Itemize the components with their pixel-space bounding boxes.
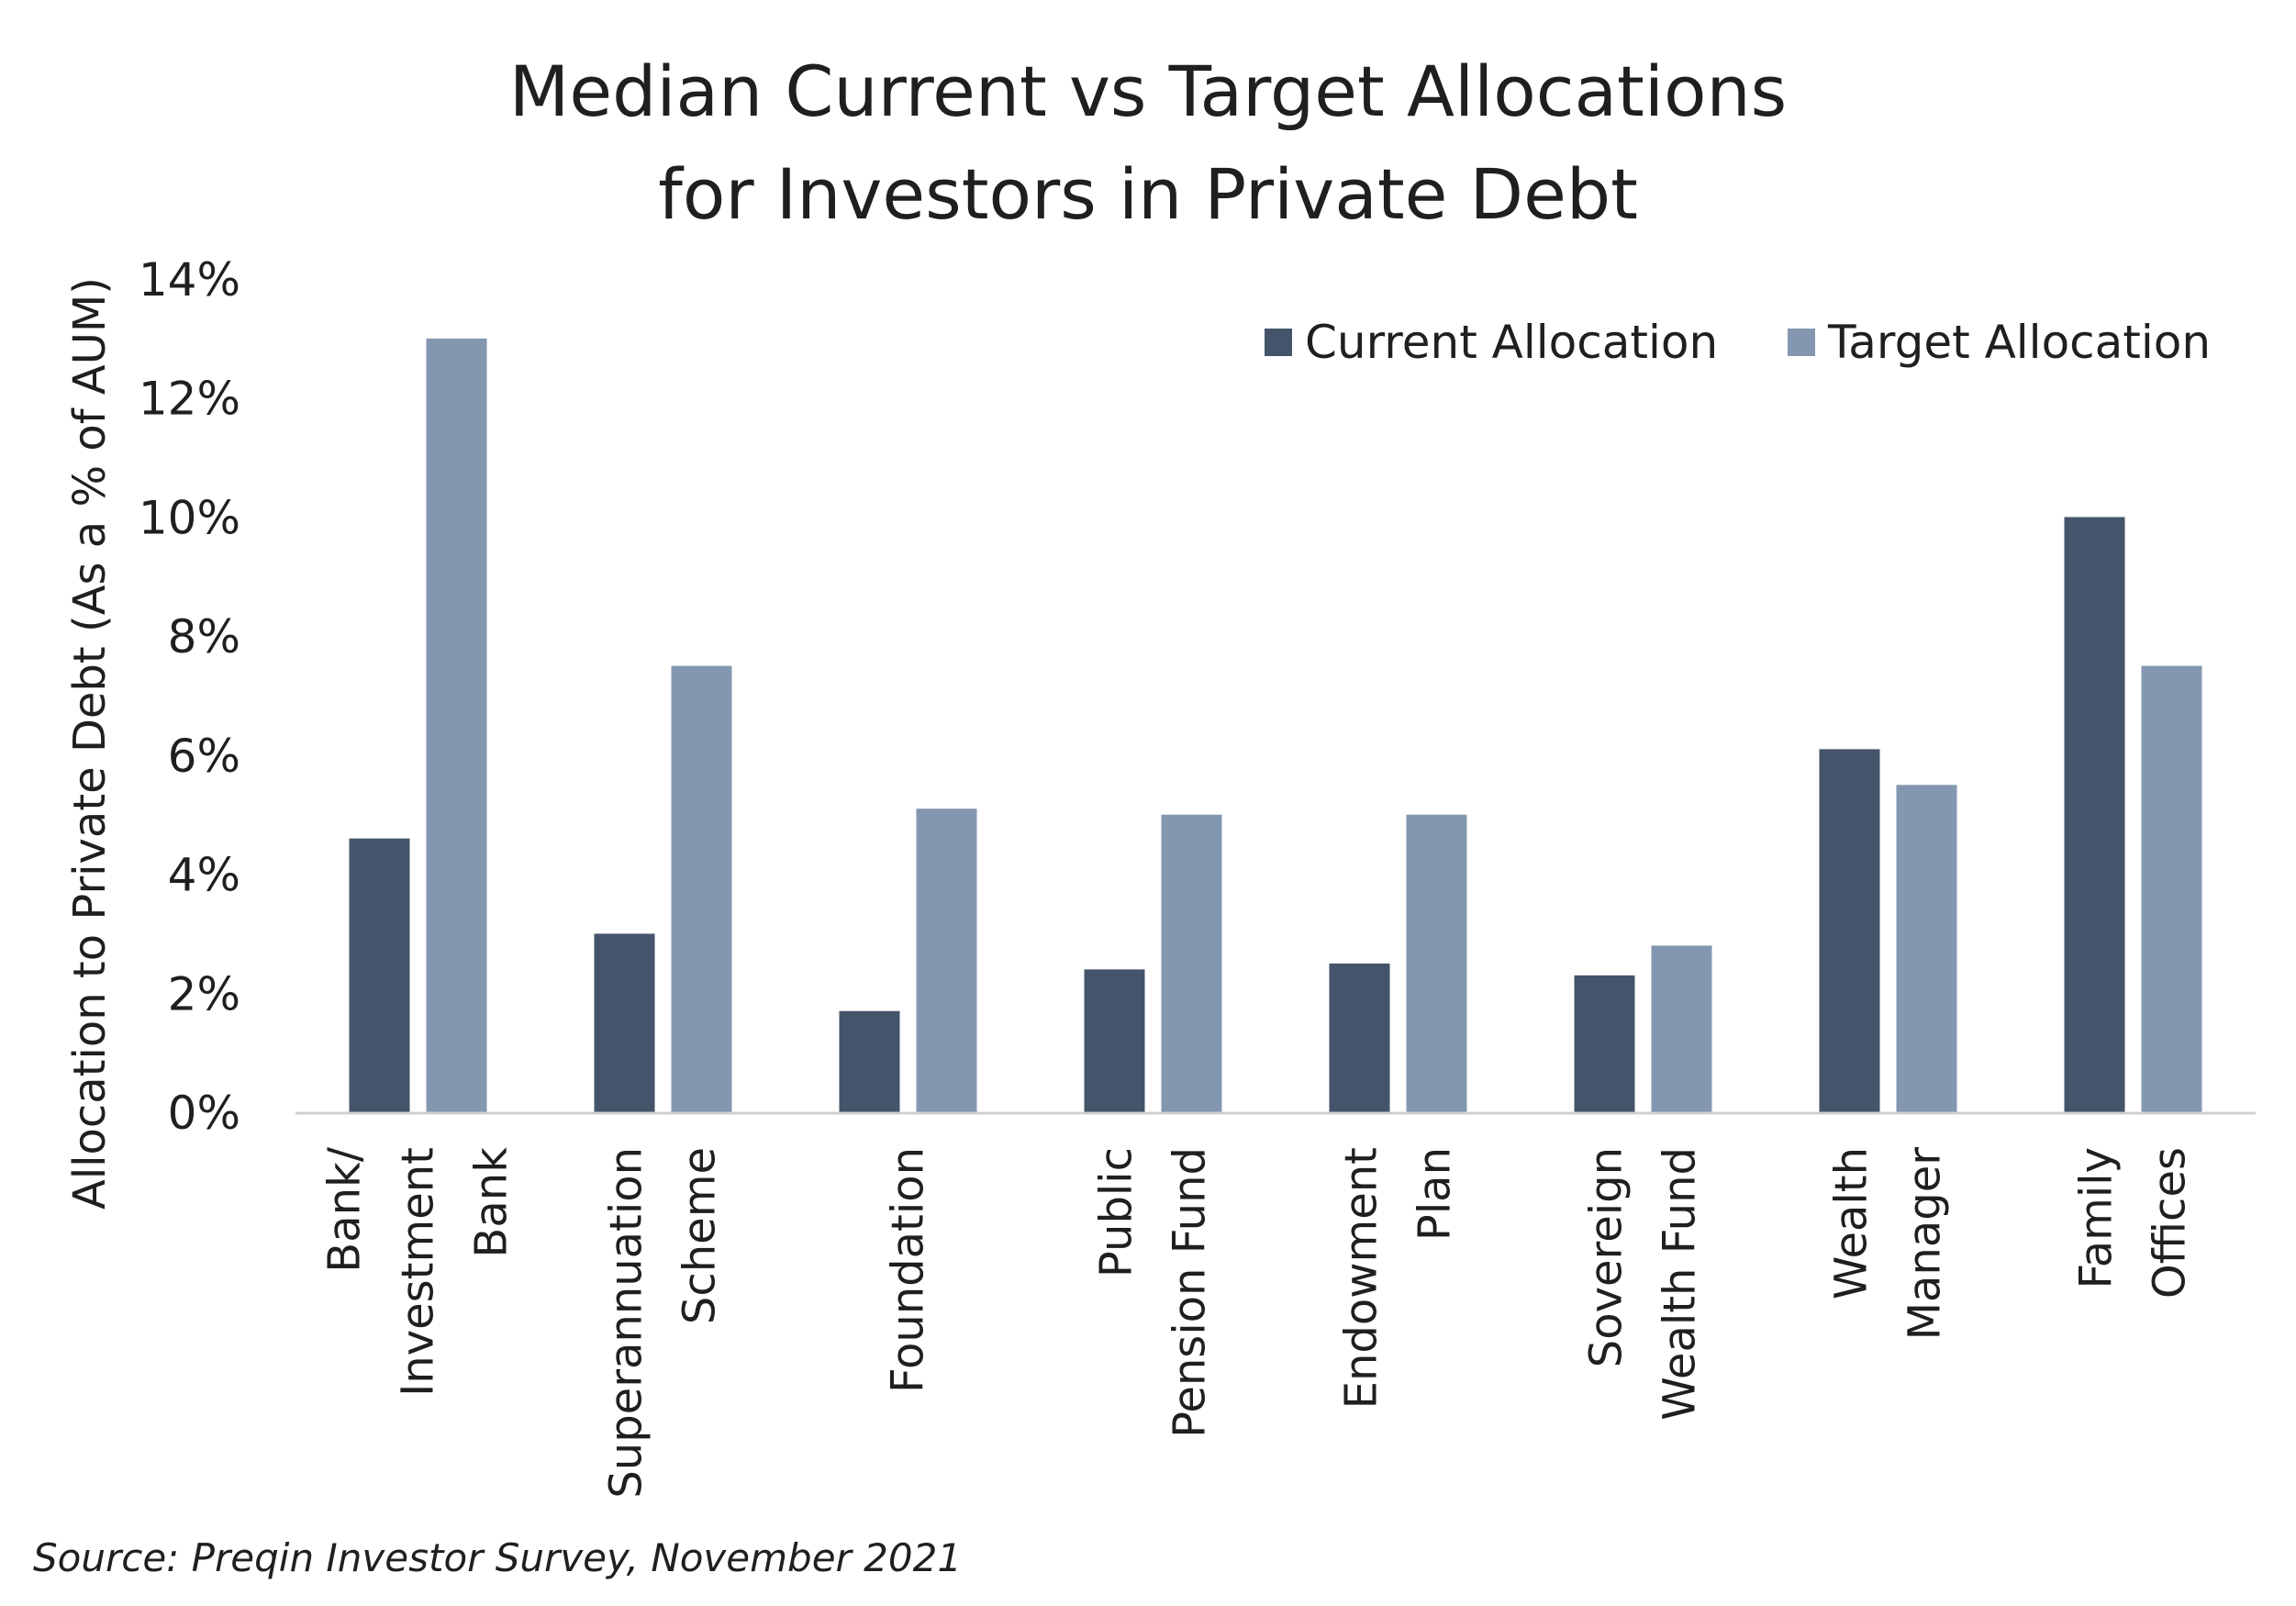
legend-swatch: [1788, 329, 1815, 356]
x-axis-labels: Bank/Investment Bank Superannuation Scheme F…: [319, 1146, 2196, 1499]
y-tick-label: 12%: [139, 373, 240, 426]
bar-current-allocation: [1084, 969, 1145, 1112]
x-tick-label: Bank: [466, 1147, 518, 1258]
x-tick-label: Wealth Fund: [1655, 1147, 1706, 1421]
chart-title-line: for Investors in Private Debt: [658, 153, 1638, 235]
bar-target-allocation: [916, 809, 977, 1112]
legend-label: Target Allocation: [1827, 316, 2211, 369]
chart-title: Median Current vs Target Allocations for …: [509, 50, 1787, 235]
bar-current-allocation: [1819, 749, 1880, 1112]
x-tick-label: Public: [1091, 1147, 1142, 1277]
bar-current-allocation: [1574, 975, 1635, 1112]
legend-swatch: [1265, 329, 1292, 356]
bar-target-allocation: [1896, 785, 1957, 1112]
x-tick-label: Offices: [2145, 1147, 2196, 1299]
bar-current-allocation: [839, 1010, 900, 1112]
source-note: Source: Preqin Investor Survey, November…: [33, 1535, 962, 1580]
bar-target-allocation: [426, 338, 487, 1112]
bar-current-allocation: [594, 933, 655, 1112]
y-tick-label: 6%: [168, 730, 240, 783]
y-tick-label: 10%: [139, 491, 240, 544]
x-tick-label: Family: [2071, 1147, 2123, 1288]
bar-current-allocation: [1329, 963, 1390, 1112]
bars: [349, 338, 2202, 1112]
x-tick-label: Foundation: [883, 1147, 934, 1393]
bar-target-allocation: [2141, 665, 2202, 1112]
y-tick-label: 0%: [168, 1087, 240, 1140]
bar-target-allocation: [1406, 814, 1467, 1112]
x-tick-label: Manager: [1900, 1147, 1951, 1341]
y-axis-label: Allocation to Private Debt (As a % of AU…: [64, 277, 116, 1210]
y-tick-label: 8%: [168, 610, 240, 664]
legend-label: Current Allocation: [1305, 316, 1718, 369]
bar-current-allocation: [349, 838, 410, 1112]
bar-target-allocation: [671, 665, 732, 1112]
x-tick-label: Plan: [1410, 1147, 1461, 1241]
x-tick-label: Pension Fund: [1165, 1147, 1216, 1438]
y-tick-label: 14%: [139, 253, 240, 307]
x-tick-label: Scheme: [674, 1147, 726, 1324]
chart-title-line: Median Current vs Target Allocations: [509, 50, 1787, 132]
x-tick-label: Investment: [393, 1147, 444, 1397]
x-tick-label: Endowment: [1336, 1147, 1388, 1409]
y-axis-ticks: 0% 2% 4% 6% 8% 10% 12% 14%: [139, 253, 240, 1140]
bar-target-allocation: [1651, 945, 1712, 1112]
x-tick-label: Superannuation: [601, 1147, 652, 1499]
x-tick-label: Wealth: [1826, 1147, 1878, 1299]
source-note-text: Source: Preqin Investor Survey, November…: [33, 1535, 962, 1580]
x-tick-label: Bank/: [319, 1146, 371, 1273]
y-tick-label: 2%: [168, 967, 240, 1020]
legend: Current Allocation Target Allocation: [1265, 316, 2211, 369]
bar-target-allocation: [1161, 814, 1222, 1112]
y-axis-label-text: Allocation to Private Debt (As a % of AU…: [64, 277, 116, 1210]
bar-current-allocation: [2064, 517, 2125, 1112]
y-tick-label: 4%: [168, 849, 240, 902]
x-tick-label: Sovereign: [1581, 1147, 1633, 1367]
